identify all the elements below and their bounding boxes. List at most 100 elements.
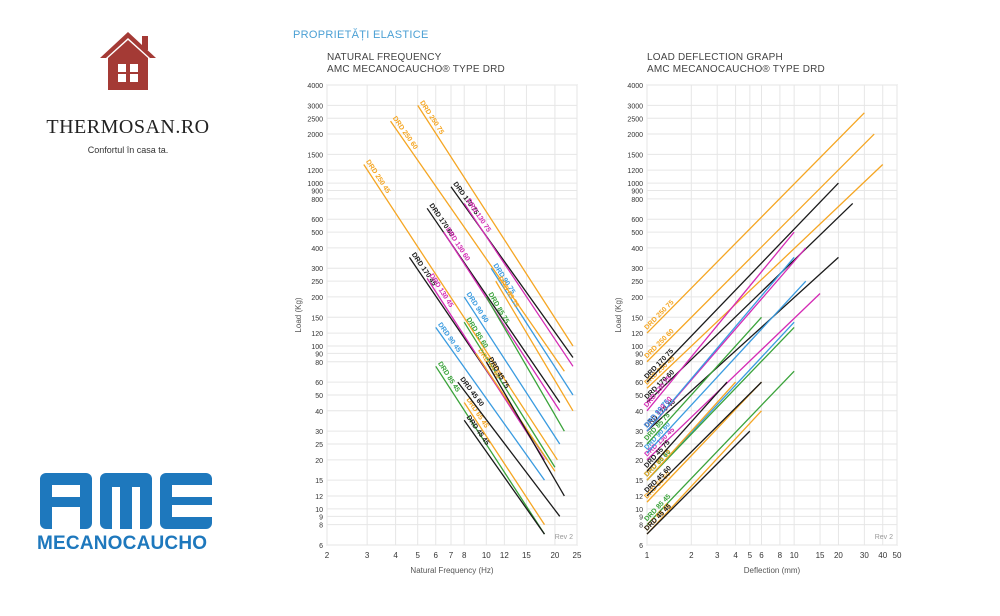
series-line <box>646 326 795 481</box>
section-title: PROPRIETĂȚI ELASTICE <box>293 29 429 41</box>
y-tick-label: 500 <box>631 230 643 237</box>
natural-frequency-chart: NATURAL FREQUENCY AMC MECANOCAUCHO® TYPE… <box>294 52 582 575</box>
y-tick-label: 60 <box>635 380 643 387</box>
y-tick-label: 200 <box>311 295 323 302</box>
y-tick-label: 30 <box>315 429 323 436</box>
y-tick-label: 9 <box>639 514 643 521</box>
y-tick-label: 600 <box>311 217 323 224</box>
series-line <box>646 112 865 334</box>
y-tick-label: 900 <box>631 189 643 196</box>
series-line <box>646 381 737 481</box>
series-line <box>646 182 839 383</box>
y-tick-label: 1000 <box>307 181 323 188</box>
y-tick-label: 1200 <box>627 168 643 175</box>
series-line <box>463 296 561 445</box>
gridlines <box>646 84 898 546</box>
y-tick-label: 250 <box>631 279 643 286</box>
x-tick-label: 6 <box>759 551 764 560</box>
y-tick-label: 15 <box>635 478 643 485</box>
series-line <box>646 381 762 497</box>
chart-title: NATURAL FREQUENCY <box>327 52 442 63</box>
x-tick-label: 8 <box>778 551 783 560</box>
series-line <box>646 231 795 412</box>
amc-brand-name: MECANOCAUCHO <box>37 533 208 554</box>
y-tick-label: 1200 <box>307 168 323 175</box>
brand-tagline: Confortul în casa ta. <box>87 145 169 155</box>
series-line <box>646 381 762 503</box>
chart-title: LOAD DEFLECTION GRAPH <box>647 52 783 63</box>
series-line <box>435 365 546 535</box>
x-tick-label: 30 <box>860 551 869 560</box>
y-tick-label: 25 <box>635 442 643 449</box>
series-line <box>646 316 762 445</box>
gridlines <box>326 84 578 546</box>
plot-area <box>646 84 898 546</box>
series-line <box>443 231 561 412</box>
x-tick-label: 25 <box>573 551 582 560</box>
load-deflection-plot: 1 2 3 4 5 6 8 10 15 20 30 40 50689101215202530405060… <box>614 83 902 575</box>
x-tick-label: 50 <box>893 551 902 560</box>
y-tick-label: 50 <box>315 393 323 400</box>
y-tick-label: 200 <box>631 295 643 302</box>
amc-logo <box>40 473 212 529</box>
y-tick-label: 2500 <box>307 116 323 123</box>
y-tick-label: 100 <box>311 344 323 351</box>
y-tick-label: 150 <box>311 315 323 322</box>
load-deflection-chart: LOAD DEFLECTION GRAPH AMC MECANOCAUCHO® … <box>614 52 902 575</box>
x-tick-label: 20 <box>550 551 559 560</box>
series-line <box>646 410 762 535</box>
series-line <box>646 381 728 472</box>
y-tick-label: 80 <box>315 360 323 367</box>
series-line <box>495 280 574 412</box>
y-tick-label: 4000 <box>307 83 323 90</box>
series-line <box>389 120 565 372</box>
y-tick-label: 10 <box>315 507 323 514</box>
series-line <box>490 267 574 396</box>
series-line <box>463 419 546 535</box>
y-tick-label: 120 <box>631 331 643 338</box>
x-tick-label: 10 <box>790 551 799 560</box>
y-tick-label: 3000 <box>307 103 323 110</box>
y-tick-label: 2000 <box>307 132 323 139</box>
y-tick-label: 15 <box>315 478 323 485</box>
y-tick-label: 150 <box>631 315 643 322</box>
x-tick-label: 12 <box>500 551 509 560</box>
x-axis-label: Natural Frequency (Hz) <box>410 566 493 575</box>
series-line <box>485 296 565 432</box>
series-line <box>646 256 839 432</box>
x-tick-label: 4 <box>733 551 738 560</box>
y-tick-label: 1000 <box>627 181 643 188</box>
series-line <box>363 164 558 461</box>
y-tick-label: 80 <box>635 360 643 367</box>
y-tick-label: 800 <box>631 197 643 204</box>
y-tick-label: 12 <box>315 494 323 501</box>
y-tick-label: 300 <box>631 266 643 273</box>
x-tick-label: 5 <box>415 551 420 560</box>
series-line <box>646 164 884 389</box>
chart-subtitle: AMC MECANOCAUCHO® TYPE DRD <box>327 64 505 75</box>
series-line <box>646 256 795 432</box>
y-tick-label: 6 <box>319 543 323 550</box>
x-tick-label: 3 <box>365 551 370 560</box>
chart-note: Rev 2 <box>555 534 573 541</box>
y-tick-label: 30 <box>635 429 643 436</box>
y-tick-label: 400 <box>631 246 643 253</box>
series-line <box>646 370 795 526</box>
y-tick-label: 20 <box>315 458 323 465</box>
x-tick-label: 15 <box>522 551 531 560</box>
chart-subtitle: AMC MECANOCAUCHO® TYPE DRD <box>647 64 825 75</box>
series-line <box>646 133 875 363</box>
series-line <box>646 430 751 535</box>
series-line <box>463 321 556 468</box>
series-line <box>463 203 574 367</box>
y-tick-label: 100 <box>631 344 643 351</box>
y-tick-label: 600 <box>631 217 643 224</box>
y-tick-label: 900 <box>311 189 323 196</box>
x-tick-label: 15 <box>816 551 825 560</box>
x-tick-label: 5 <box>748 551 753 560</box>
series-line <box>463 402 546 526</box>
x-tick-label: 20 <box>834 551 843 560</box>
series-line <box>646 293 821 461</box>
y-tick-label: 50 <box>635 393 643 400</box>
y-tick-label: 300 <box>311 266 323 273</box>
